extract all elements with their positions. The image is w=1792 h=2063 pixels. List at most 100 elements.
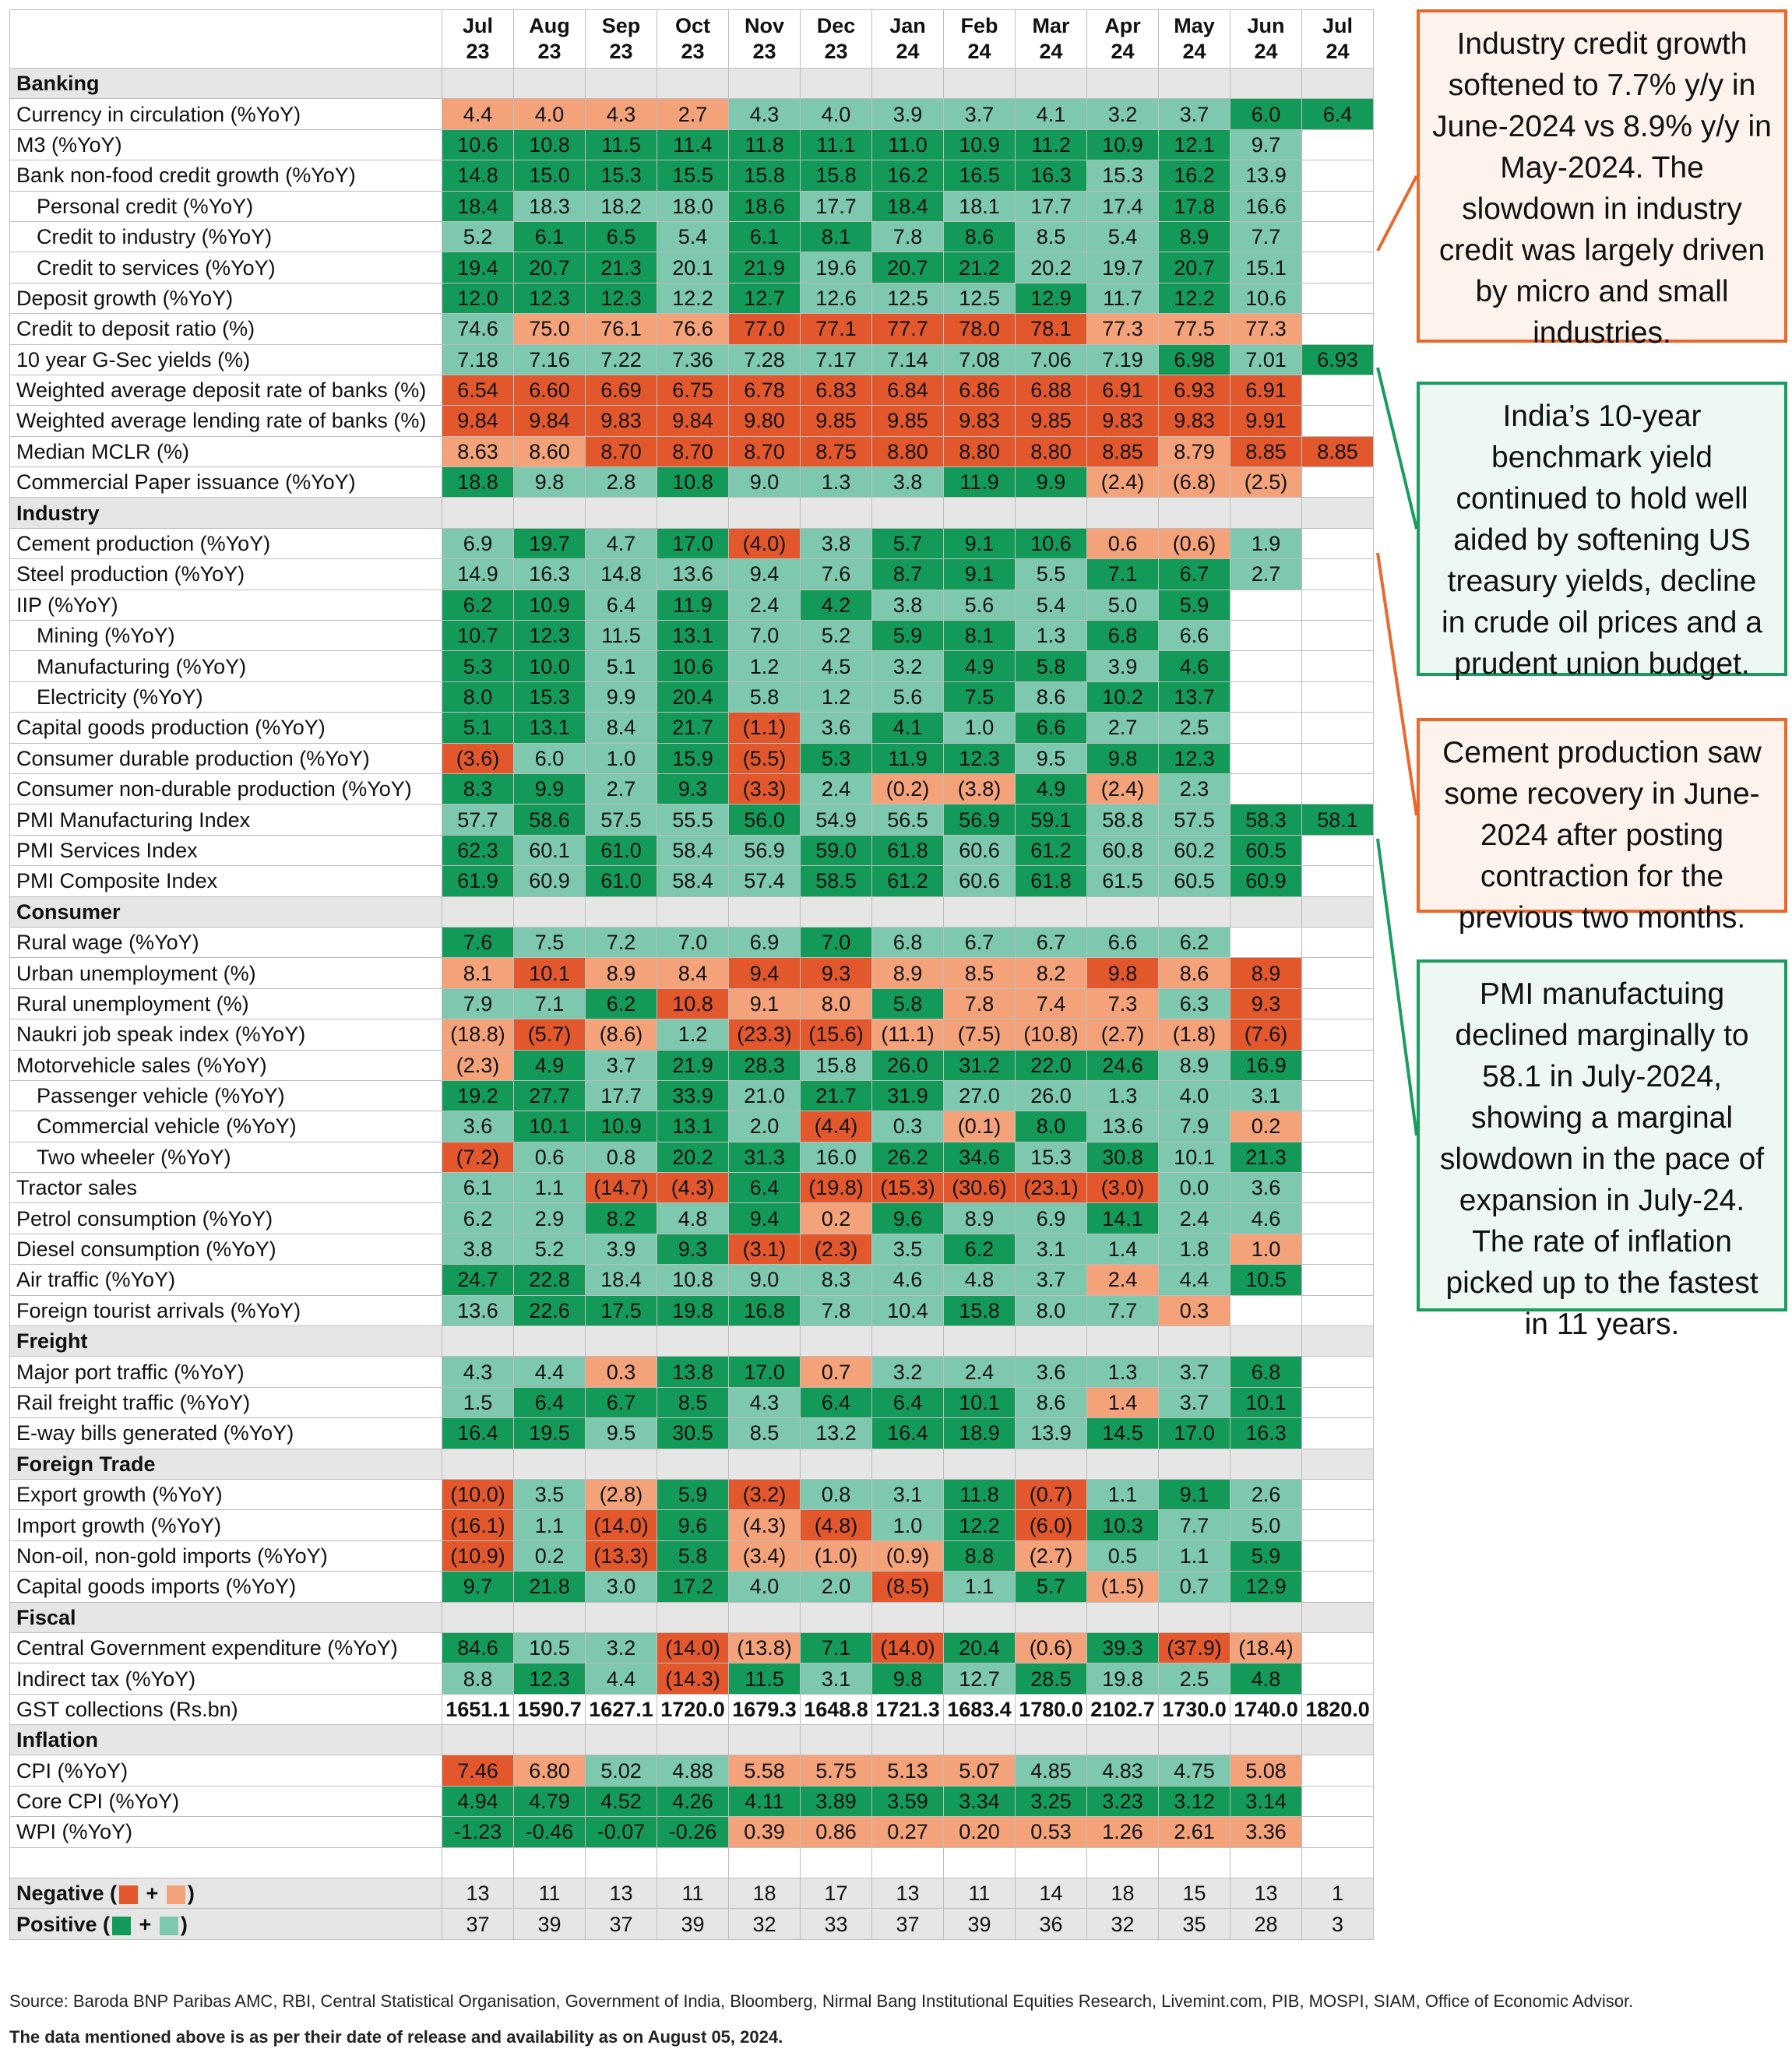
data-cell: (8.6) bbox=[585, 1019, 657, 1051]
month-name: May bbox=[1174, 14, 1215, 37]
row-label-text: Credit to services (%YoY) bbox=[37, 255, 276, 280]
data-cell: 5.6 bbox=[871, 681, 944, 713]
data-cell: 3.5 bbox=[871, 1233, 944, 1266]
section-cell bbox=[513, 1325, 586, 1357]
data-cell: 7.8 bbox=[800, 1294, 872, 1327]
section-cell bbox=[943, 1325, 1016, 1357]
table-row: Export growth (%YoY) (10.0) 3.5 (2.8) 5.9 (3.… bbox=[9, 1478, 1374, 1511]
legend-close: ) bbox=[180, 1912, 188, 1936]
data-cell: (2.4) bbox=[1086, 773, 1159, 805]
data-cell: 4.94 bbox=[442, 1785, 514, 1818]
data-cell: 6.7 bbox=[1158, 558, 1230, 590]
data-cell: 8.80 bbox=[871, 435, 944, 468]
month-name: Nov bbox=[744, 14, 784, 37]
data-cell: 8.0 bbox=[442, 681, 514, 713]
section-cell bbox=[585, 497, 657, 529]
data-cell: 0.6 bbox=[513, 1141, 586, 1174]
data-cell: 12.9 bbox=[1015, 282, 1087, 315]
data-cell: 8.7 bbox=[871, 558, 944, 590]
data-cell: (7.5) bbox=[943, 1019, 1016, 1051]
data-cell: 7.1 bbox=[800, 1632, 872, 1664]
table-row: Motorvehicle sales (%YoY) (2.3) 4.9 3.7 21.9… bbox=[9, 1049, 1374, 1081]
month-year: 24 bbox=[1326, 40, 1350, 63]
data-cell bbox=[1301, 1172, 1374, 1204]
data-cell: 9.9 bbox=[1015, 466, 1087, 498]
data-cell bbox=[1230, 681, 1302, 713]
data-cell: 9.83 bbox=[943, 405, 1016, 437]
data-cell: 0.3 bbox=[585, 1356, 657, 1388]
row-label: Indirect tax (%YoY) bbox=[9, 1663, 442, 1695]
data-cell: 3.14 bbox=[1230, 1785, 1302, 1818]
section-cell bbox=[1015, 896, 1087, 928]
row-label: Credit to deposit ratio (%) bbox=[9, 313, 442, 345]
data-cell: 2.4 bbox=[943, 1356, 1016, 1388]
data-cell: 9.85 bbox=[871, 405, 944, 437]
data-cell: 84.6 bbox=[442, 1632, 514, 1664]
data-cell: 26.2 bbox=[871, 1141, 944, 1174]
section-cell bbox=[1158, 896, 1230, 928]
data-cell: 3.8 bbox=[442, 1233, 514, 1266]
data-cell: 4.1 bbox=[1015, 98, 1087, 130]
data-cell: (10.9) bbox=[442, 1540, 514, 1572]
data-cell: 24.6 bbox=[1086, 1049, 1159, 1081]
section-cell bbox=[1086, 1724, 1159, 1756]
data-cell: 6.0 bbox=[1230, 98, 1302, 130]
section-cell bbox=[1015, 497, 1087, 529]
data-cell: 5.2 bbox=[513, 1233, 586, 1266]
spacer-cell bbox=[728, 1846, 801, 1879]
row-label-text: Personal credit (%YoY) bbox=[37, 194, 254, 218]
data-cell: 6.91 bbox=[1230, 374, 1302, 407]
table-row: Deposit growth (%YoY) 12.0 12.3 12.3 12.2 12.… bbox=[9, 282, 1374, 315]
data-cell: (4.3) bbox=[657, 1172, 729, 1204]
data-cell bbox=[1301, 374, 1374, 407]
data-cell: 9.5 bbox=[1015, 742, 1087, 774]
data-cell: 2.5 bbox=[1158, 712, 1230, 744]
data-cell: 3.7 bbox=[1158, 1386, 1230, 1419]
data-cell: 5.1 bbox=[442, 712, 514, 744]
data-cell: 5.8 bbox=[1015, 650, 1087, 682]
data-cell: 5.5 bbox=[1015, 558, 1087, 590]
month-name: Feb bbox=[960, 14, 998, 37]
data-cell: 14.5 bbox=[1086, 1417, 1159, 1449]
data-cell: (1.1) bbox=[728, 712, 801, 744]
data-cell: 1590.7 bbox=[513, 1693, 586, 1726]
data-cell: 5.2 bbox=[442, 220, 514, 253]
data-cell: 4.3 bbox=[728, 98, 801, 130]
month-name: Oct bbox=[674, 14, 710, 37]
data-cell: 58.1 bbox=[1301, 804, 1374, 836]
data-cell: 10.8 bbox=[513, 128, 586, 161]
data-cell: 19.6 bbox=[800, 252, 872, 283]
data-cell: (18.8) bbox=[442, 1019, 514, 1051]
data-cell bbox=[1301, 773, 1374, 805]
data-cell: 6.3 bbox=[1158, 987, 1230, 1020]
data-cell: -1.23 bbox=[442, 1816, 514, 1848]
data-cell: 18.4 bbox=[871, 190, 944, 222]
data-cell: 2.5 bbox=[1158, 1663, 1230, 1695]
legend-swatch bbox=[119, 1885, 139, 1905]
data-cell bbox=[1230, 712, 1302, 744]
data-cell: 58.6 bbox=[513, 804, 586, 836]
row-label: Foreign tourist arrivals (%YoY) bbox=[9, 1294, 442, 1327]
data-cell: 7.1 bbox=[1086, 558, 1159, 590]
data-cell: 6.98 bbox=[1158, 343, 1230, 375]
data-cell: 7.6 bbox=[442, 926, 514, 959]
data-cell: 1.2 bbox=[657, 1019, 729, 1051]
data-cell: 9.3 bbox=[657, 773, 729, 805]
section-cell bbox=[871, 1601, 944, 1633]
data-cell bbox=[1301, 1509, 1374, 1541]
data-cell: 6.4 bbox=[513, 1386, 586, 1419]
data-cell: (2.3) bbox=[800, 1233, 872, 1266]
section-cell bbox=[943, 1448, 1016, 1480]
summary-count: 32 bbox=[1086, 1908, 1159, 1940]
table-row: Credit to services (%YoY) 19.4 20.7 21.3 20.… bbox=[9, 252, 1374, 283]
data-cell: 7.19 bbox=[1086, 343, 1159, 375]
month-header-11: Jun 24 bbox=[1230, 9, 1302, 69]
table-row: Steel production (%YoY) 14.9 16.3 14.8 13.6 9… bbox=[9, 558, 1374, 590]
data-cell: (37.9) bbox=[1158, 1632, 1230, 1664]
data-cell: 7.22 bbox=[585, 343, 657, 375]
data-cell: 0.7 bbox=[1158, 1571, 1230, 1603]
data-cell: 1627.1 bbox=[585, 1693, 657, 1726]
data-cell: 60.2 bbox=[1158, 834, 1230, 867]
data-cell: 4.52 bbox=[585, 1785, 657, 1818]
data-cell: 18.0 bbox=[657, 190, 729, 222]
